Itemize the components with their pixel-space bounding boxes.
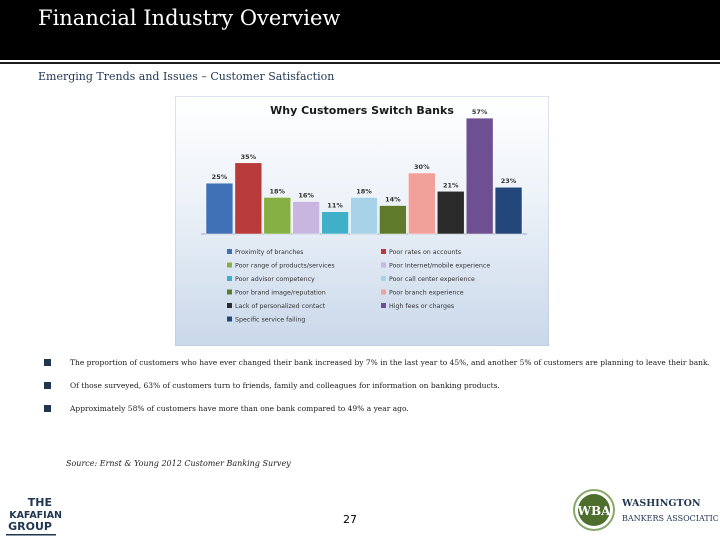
legend-swatch: [227, 249, 232, 254]
wba-logo: WBA WASHINGTON BANKERS ASSOCIATION: [573, 489, 718, 531]
bullet-text: Of those surveyed, 63% of customers turn…: [70, 381, 500, 390]
legend-swatch: [227, 316, 232, 322]
title-bar: Financial Industry Overview: [0, 0, 720, 60]
slide-title: Financial Industry Overview: [38, 6, 341, 30]
kafafian-group-logo: THE KAFAFIAN GROUP: [6, 496, 62, 536]
logo-line: GROUP: [8, 520, 52, 533]
divider: [0, 62, 720, 64]
legend-label: Poor rates on accounts: [389, 249, 461, 256]
legend-swatch: [227, 289, 232, 295]
data-label: 18%: [269, 187, 285, 195]
legend-label: Lack of personalized contact: [235, 303, 326, 310]
legend-swatch: [227, 303, 232, 308]
legend-label: High fees or charges: [389, 303, 454, 310]
logo-underline: [6, 534, 56, 536]
page-number: 27: [343, 513, 357, 526]
legend-label: Poor range of products/services: [235, 263, 335, 270]
bar: [465, 117, 494, 235]
data-label: 21%: [443, 181, 459, 189]
data-label: 14%: [385, 196, 401, 204]
list-item: The proportion of customers who have eve…: [44, 356, 714, 379]
legend-label: Specific service failing: [235, 317, 305, 324]
data-label: 25%: [212, 173, 228, 181]
bullet-text: Approximately 58% of customers have more…: [70, 404, 409, 413]
legend-swatch: [227, 276, 232, 281]
bar: [205, 182, 234, 235]
logo-line: KAFAFIAN: [9, 510, 62, 521]
bullet-list: The proportion of customers who have eve…: [44, 356, 714, 425]
bar-chart: Why Customers Switch Banks 25% 35% 18% 16% 1…: [175, 96, 549, 346]
logo-line: BANKERS ASSOCIATION: [622, 514, 718, 523]
bar: [494, 186, 523, 235]
legend-label: Poor advisor competency: [235, 276, 315, 283]
data-label: 11%: [327, 202, 343, 210]
data-label: 18%: [356, 187, 372, 195]
wba-badge-icon: [578, 494, 610, 526]
bar: [263, 197, 291, 235]
legend-swatch: [381, 249, 386, 254]
legend-swatch: [381, 276, 386, 281]
legend-swatch: [381, 303, 386, 308]
bar: [350, 197, 378, 235]
list-item: Of those surveyed, 63% of customers turn…: [44, 379, 714, 402]
legend-swatch: [381, 289, 386, 295]
data-label: 57%: [472, 108, 488, 116]
legend-label: Poor brand image/reputation: [235, 290, 326, 297]
bar: [234, 162, 263, 235]
source-note: Source: Ernst & Young 2012 Customer Bank…: [66, 459, 291, 468]
data-label: 16%: [298, 191, 314, 199]
bar: [321, 211, 349, 235]
chart-title: Why Customers Switch Banks: [270, 104, 454, 117]
logo-line: WASHINGTON: [621, 498, 701, 509]
legend-label: Poor Internet/mobile experience: [389, 263, 490, 270]
bar: [437, 191, 465, 235]
data-label: 30%: [414, 163, 430, 171]
legend-label: Proximity of branches: [235, 249, 303, 256]
legend-label: Poor branch experience: [389, 290, 464, 297]
list-item: Approximately 58% of customers have more…: [44, 402, 714, 425]
square-bullet-icon: [44, 359, 51, 366]
logo-line: THE: [28, 496, 52, 509]
legend-swatch: [227, 262, 232, 268]
bar: [379, 205, 407, 235]
data-label: 23%: [501, 177, 517, 185]
data-label: 35%: [241, 153, 257, 161]
bullet-text: The proportion of customers who have eve…: [70, 358, 710, 367]
bar: [292, 201, 320, 235]
square-bullet-icon: [44, 382, 51, 389]
legend-label: Poor call center experience: [389, 276, 475, 283]
bar: [408, 172, 436, 235]
square-bullet-icon: [44, 405, 51, 412]
legend-swatch: [381, 262, 386, 268]
wba-badge-text: WBA: [577, 504, 612, 518]
slide-subtitle: Emerging Trends and Issues – Customer Sa…: [38, 70, 335, 83]
